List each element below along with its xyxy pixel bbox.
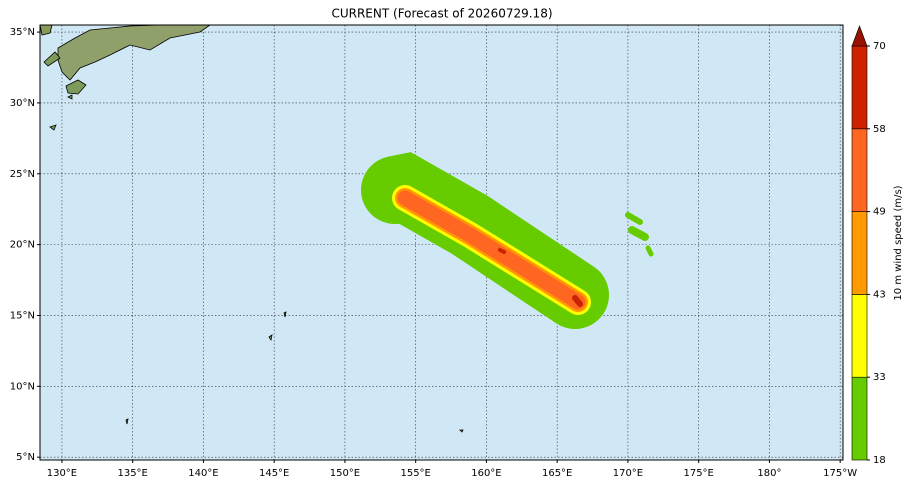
y-tick-label: 5°N [16, 452, 35, 463]
colorbar-extension [851, 25, 868, 47]
x-tick-label: 130°E [47, 468, 77, 479]
x-tick-label: 135°E [117, 468, 147, 479]
x-tick-label: 170°E [613, 468, 643, 479]
colorbar-segment [851, 376, 868, 461]
colorbar-tick-label: 33 [873, 372, 886, 383]
x-tick-label: 175°W [823, 468, 857, 479]
x-tick-label: 145°E [259, 468, 289, 479]
colorbar-segment [851, 45, 868, 130]
x-tick-label: 150°E [330, 468, 360, 479]
wind-swath [361, 152, 654, 329]
colorbar-tick-label: 43 [873, 289, 886, 300]
y-tick-label: 35°N [10, 27, 35, 38]
colorbar-tick-label: 70 [873, 41, 886, 52]
x-tick-label: 140°E [188, 468, 218, 479]
colorbar-tick-label: 18 [873, 455, 886, 466]
y-tick-label: 20°N [10, 240, 35, 251]
y-tick-label: 15°N [10, 310, 35, 321]
colorbar: 18 33 43 49 58 70 [851, 25, 886, 466]
y-tick-label: 30°N [10, 98, 35, 109]
colorbar-label: 10 m wind speed (m/s) [893, 185, 904, 300]
colorbar-segment [851, 211, 868, 295]
y-tick-label: 25°N [10, 169, 35, 180]
colorbar-tick-label: 58 [873, 124, 886, 135]
y-tick-label: 10°N [10, 381, 35, 392]
colorbar-tick-label: 49 [873, 207, 886, 218]
colorbar-segment [851, 128, 868, 212]
x-tick-label: 165°E [542, 468, 572, 479]
map-title: CURRENT (Forecast of 20260729.18) [331, 7, 552, 21]
colorbar-segment [851, 294, 868, 378]
x-tick-label: 160°E [471, 468, 501, 479]
x-tick-label: 180° [757, 468, 781, 479]
map-frame [39, 24, 844, 461]
x-tick-label: 175°E [683, 468, 713, 479]
x-tick-label: 155°E [400, 468, 430, 479]
